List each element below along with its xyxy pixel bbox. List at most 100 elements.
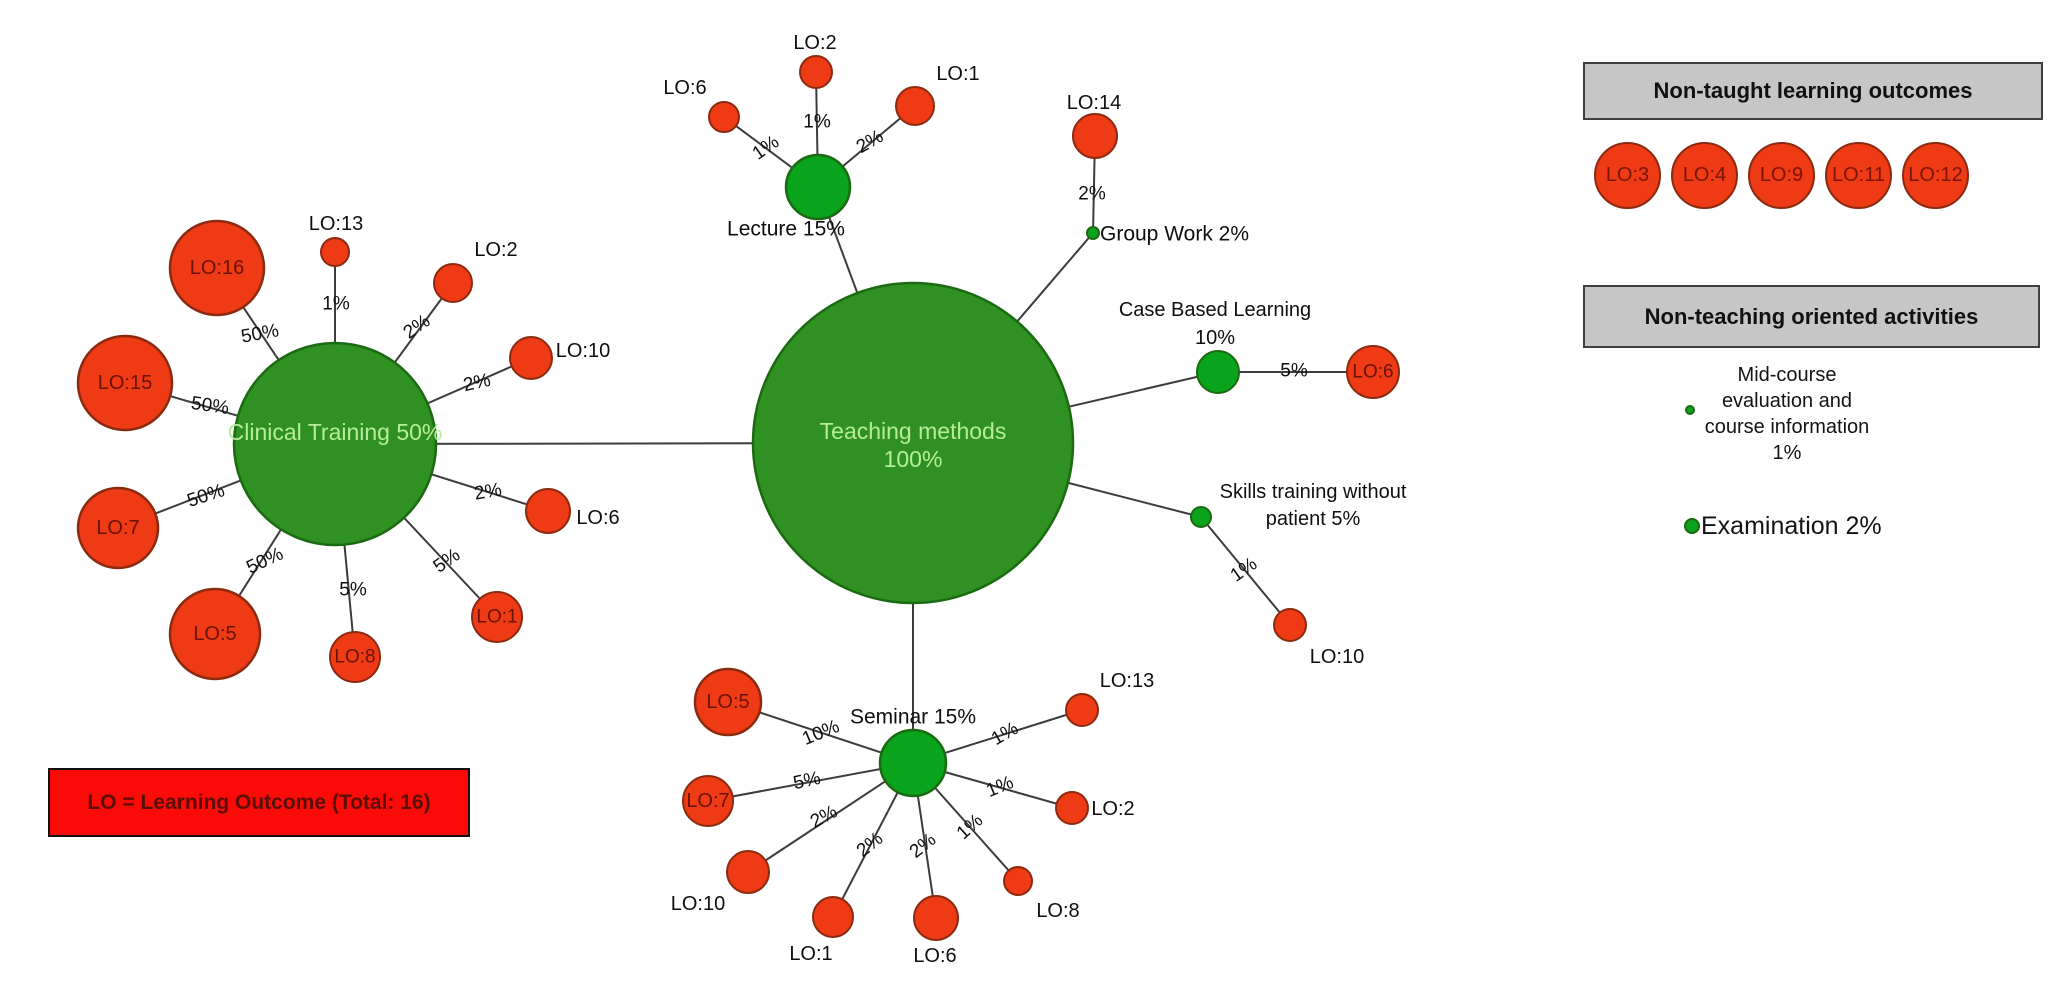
edge-skills-training-skills-lo10	[1200, 516, 1291, 626]
edge-label-clinical-training-clinical-lo8: 5%	[339, 580, 367, 601]
node-clinical-lo7	[76, 486, 160, 570]
node-label-clinical-lo5: LO:5	[193, 623, 236, 645]
node-label-seminar: Seminar 15%	[850, 706, 976, 729]
edge-label-seminar-seminar-lo2: 1%	[983, 772, 1016, 802]
node-skills-training	[1190, 506, 1212, 528]
edge-label-seminar-seminar-lo10: 2%	[807, 801, 841, 832]
edge-label-lecture-lecture-lo6: 1%	[749, 131, 784, 164]
edge-label-seminar-seminar-lo1: 2%	[853, 828, 888, 862]
edge-label-skills-training-skills-lo10: 1%	[1227, 553, 1262, 586]
node-label-seminar-lo8: LO:8	[1036, 900, 1079, 922]
lo-legend-box: LO = Learning Outcome (Total: 16)	[48, 768, 470, 837]
node-label-cbl-lo6: LO:6	[1352, 362, 1393, 383]
lo-legend-label: LO = Learning Outcome (Total: 16)	[87, 790, 431, 814]
midcourse-line: 1%	[1772, 442, 1802, 464]
node-label-clinical-lo7: LO:7	[96, 517, 139, 539]
non-taught-outcome-lo9: LO:9	[1748, 142, 1815, 209]
node-seminar-lo8	[1003, 866, 1033, 896]
midcourse-line: Mid-course	[1737, 364, 1837, 386]
node-clinical-lo15	[76, 334, 174, 432]
node-label-seminar-lo6: LO:6	[913, 945, 956, 967]
node-label-teaching-methods-1: 100%	[884, 446, 943, 472]
node-teaching-methods	[751, 281, 1075, 605]
examination-label: Examination 2%	[1701, 512, 1882, 540]
node-label-seminar-lo7: LO:7	[686, 790, 729, 812]
node-seminar-lo2	[1055, 791, 1089, 825]
node-seminar-lo1	[812, 896, 854, 938]
node-label-clinical-lo13: LO:13	[309, 213, 363, 235]
node-seminar-lo10	[726, 850, 770, 894]
node-label-seminar-lo10: LO:10	[671, 893, 725, 915]
node-seminar-lo13	[1065, 693, 1099, 727]
node-lecture	[784, 153, 852, 221]
node-label-lecture-lo6: LO:6	[663, 77, 706, 99]
edge-label-seminar-seminar-lo7: 5%	[791, 768, 822, 794]
edge-label-seminar-seminar-lo6: 2%	[906, 829, 941, 863]
node-case-based-learning	[1196, 350, 1240, 394]
edge-label-clinical-training-clinical-lo16: 50%	[239, 320, 280, 347]
node-label-case-based-learning: Case Based Learning	[1119, 299, 1311, 321]
non-taught-outcome-lo11: LO:11	[1825, 142, 1892, 209]
non-teaching-header: Non-teaching oriented activities	[1583, 285, 2040, 348]
node-label-skills-training: Skills training without	[1220, 481, 1407, 503]
node-label-clinical-training: Clinical Training 50%	[228, 419, 443, 445]
node-lecture-lo6	[708, 101, 740, 133]
node-label-clinical-lo8: LO:8	[334, 647, 375, 668]
node-groupwork-lo14	[1072, 113, 1118, 159]
node-lecture-lo2	[799, 55, 833, 89]
edge-seminar-seminar-lo7	[707, 762, 914, 802]
node-label-seminar-lo2: LO:2	[1091, 798, 1134, 820]
node-label-clinical-lo16: LO:16	[190, 257, 244, 279]
node-label-groupwork-lo14: LO:14	[1067, 92, 1121, 114]
node-label-skills-training-1: patient 5%	[1266, 508, 1361, 530]
non-taught-outcome-lo4: LO:4	[1671, 142, 1738, 209]
node-midcourse-dot	[1685, 405, 1695, 415]
node-label-lecture-lo2: LO:2	[793, 32, 836, 54]
node-seminar-lo7	[682, 775, 734, 827]
node-clinical-lo10	[509, 336, 553, 380]
node-cbl-lo6	[1346, 345, 1400, 399]
edge-label-seminar-seminar-lo5: 10%	[799, 716, 842, 750]
node-clinical-lo13	[320, 237, 350, 267]
node-clinical-lo8	[329, 631, 381, 683]
edge-label-lecture-lecture-lo2: 1%	[803, 112, 831, 133]
edge-label-clinical-training-clinical-lo15: 50%	[190, 393, 231, 419]
node-label-clinical-lo10: LO:10	[556, 340, 610, 362]
node-label-seminar-lo5: LO:5	[706, 691, 749, 713]
midcourse-line: course information	[1704, 416, 1870, 438]
node-label-seminar-lo1: LO:1	[789, 943, 832, 965]
edge-label-clinical-training-clinical-lo7: 50%	[185, 480, 228, 512]
midcourse-evaluation-item: Mid-course evaluation and course informati…	[1657, 362, 1917, 466]
node-seminar	[878, 728, 948, 798]
node-label-clinical-lo1: LO:1	[476, 607, 517, 628]
node-label-lecture: Lecture 15%	[727, 218, 845, 241]
edge-label-group-work-groupwork-lo14: 2%	[1078, 184, 1106, 205]
node-label-seminar-lo13: LO:13	[1100, 670, 1154, 692]
non-taught-outcomes-row: LO:3 LO:4 LO:9 LO:11 LO:12	[1594, 142, 1969, 209]
node-label-group-work: Group Work 2%	[1100, 223, 1249, 246]
examination-item: Examination 2%	[1701, 512, 1882, 541]
node-label-clinical-lo15: LO:15	[98, 372, 152, 394]
node-clinical-training	[232, 341, 438, 547]
non-taught-header-label: Non-taught learning outcomes	[1653, 78, 1973, 103]
node-group-work	[1086, 226, 1100, 240]
node-clinical-lo16	[168, 219, 266, 317]
node-label-clinical-lo2: LO:2	[474, 239, 517, 261]
edge-label-seminar-seminar-lo13: 1%	[988, 718, 1022, 750]
node-examination-dot	[1684, 518, 1700, 534]
node-clinical-lo2	[433, 263, 473, 303]
node-clinical-lo1	[471, 591, 523, 643]
node-seminar-lo5	[693, 667, 763, 737]
node-label-clinical-lo6: LO:6	[576, 507, 619, 529]
non-taught-outcome-lo3: LO:3	[1594, 142, 1661, 209]
node-label-case-based-learning-1: 10%	[1195, 327, 1235, 349]
node-label-lecture-lo1: LO:1	[936, 63, 979, 85]
edge-label-clinical-training-clinical-lo6: 2%	[473, 479, 504, 504]
edge-label-clinical-training-clinical-lo13: 1%	[322, 294, 350, 315]
edge-label-clinical-training-clinical-lo5: 50%	[243, 543, 286, 578]
node-clinical-lo6	[525, 488, 571, 534]
non-taught-outcome-lo12: LO:12	[1902, 142, 1969, 209]
node-skills-lo10	[1273, 608, 1307, 642]
